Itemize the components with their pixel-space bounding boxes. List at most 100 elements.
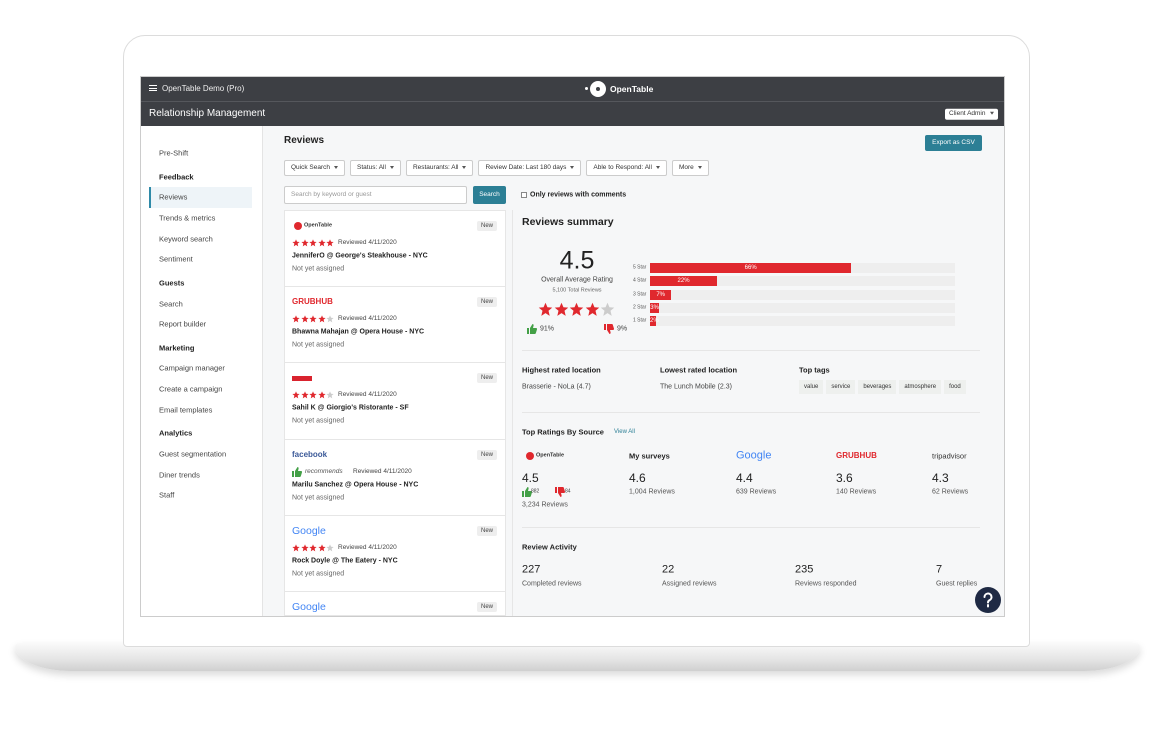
tag: food bbox=[944, 380, 966, 394]
menu-icon[interactable] bbox=[149, 85, 157, 91]
bar-label: 4 Star bbox=[633, 277, 647, 284]
sidebar-link[interactable]: Campaign manager bbox=[159, 363, 225, 373]
badge: New bbox=[477, 602, 498, 612]
review-status: Not yet assigned bbox=[292, 341, 345, 349]
source-logo: GRUBHUB bbox=[292, 297, 333, 307]
review-guest[interactable]: Bhawna Mahajan @ Opera House - NYC bbox=[292, 328, 425, 336]
card-divider bbox=[285, 591, 505, 592]
sidebar-link[interactable]: Create a campaign bbox=[159, 384, 223, 394]
sidebar-heading: Feedback bbox=[159, 171, 194, 181]
brand-logo-dot bbox=[596, 87, 600, 91]
review-date: Reviewed 4/11/2020 bbox=[338, 543, 397, 551]
filter-dropdown[interactable]: Able to Respond: All bbox=[586, 160, 667, 176]
star-filled bbox=[326, 239, 334, 247]
sidebar-heading: Marketing bbox=[159, 342, 195, 352]
filter-dropdown[interactable]: Status: All bbox=[350, 160, 401, 176]
activity-value: 235 bbox=[795, 563, 814, 576]
top-divider bbox=[141, 101, 1004, 102]
user-menu[interactable]: Client Admin bbox=[945, 108, 998, 120]
thumbs-up: 91% bbox=[540, 325, 555, 333]
star-empty bbox=[326, 544, 334, 552]
star-filled bbox=[300, 315, 309, 323]
review-guest[interactable]: Rock Doyle @ The Eatery - NYC bbox=[292, 557, 398, 565]
help-button[interactable] bbox=[975, 587, 1001, 613]
section-title: Relationship Management bbox=[149, 108, 266, 119]
bar: 66% bbox=[650, 263, 852, 273]
bar-label: 1 Star bbox=[633, 317, 647, 324]
source-logo: Google bbox=[292, 600, 326, 613]
menu-icon-mid bbox=[149, 87, 157, 89]
search-input[interactable]: Search by keyword or guest bbox=[284, 186, 467, 204]
bar-value-label: 2% bbox=[650, 318, 659, 325]
activity-title: Review Activity bbox=[522, 542, 577, 552]
filter-row: Quick Search Status: All Restaurants: All R… bbox=[284, 160, 709, 176]
source-logo: facebook bbox=[292, 449, 328, 459]
sidebar-link[interactable]: Sentiment bbox=[159, 254, 193, 264]
account-name[interactable]: OpenTable Demo (Pro) bbox=[162, 84, 245, 93]
filter-dropdown[interactable]: More bbox=[671, 160, 709, 176]
checkbox-label: Only reviews with comments bbox=[530, 191, 627, 199]
sidebar-link[interactable]: Report builder bbox=[159, 319, 207, 329]
sidebar-heading: Guests bbox=[159, 278, 185, 288]
bar-label: 3 Star bbox=[633, 291, 647, 298]
bar-value-label: 66% bbox=[744, 265, 757, 271]
logo-dot bbox=[294, 222, 302, 230]
brand-dot bbox=[585, 87, 588, 90]
sources-title: Top Ratings By Source bbox=[522, 427, 604, 437]
highest-title: Highest rated location bbox=[522, 365, 601, 375]
source-name: My surveys bbox=[629, 451, 670, 461]
card-divider bbox=[285, 438, 505, 440]
source-reviews: 140 Reviews bbox=[836, 488, 877, 496]
lowest-title: Lowest rated location bbox=[660, 365, 738, 375]
sidebar-link[interactable]: Diner trends bbox=[159, 469, 200, 479]
review-guest[interactable]: JenniferO @ George's Steakhouse - NYC bbox=[292, 252, 428, 260]
activity-value: 7 bbox=[936, 563, 943, 576]
bar-value-label: 22% bbox=[677, 278, 690, 285]
total-reviews: 5,100 Total Reviews bbox=[552, 287, 602, 294]
sidebar-link[interactable]: Email templates bbox=[159, 405, 213, 415]
sidebar-link[interactable]: Trends & metrics bbox=[159, 213, 216, 223]
checkbox[interactable] bbox=[521, 192, 527, 198]
review-guest[interactable]: Sahil K @ Giorgio's Ristorante - SF bbox=[292, 404, 409, 412]
source-logo bbox=[292, 376, 312, 382]
review-guest[interactable]: Marilu Sanchez @ Opera House - NYC bbox=[292, 481, 419, 489]
sidebar-link[interactable]: Staff bbox=[159, 490, 175, 500]
export-button[interactable]: Export as CSV bbox=[925, 135, 982, 151]
card-divider bbox=[285, 514, 505, 516]
thumbs-down-icon bbox=[604, 324, 614, 334]
source-down: 84 bbox=[565, 488, 571, 495]
star-filled bbox=[309, 315, 317, 323]
tag: value bbox=[799, 380, 824, 394]
review-date: Reviewed 4/11/2020 bbox=[338, 238, 397, 246]
sidebar-active bbox=[149, 187, 252, 209]
activity-label: Guest replies bbox=[936, 580, 978, 588]
bar: 7% bbox=[650, 289, 672, 300]
star-filled bbox=[300, 391, 309, 399]
filter-dropdown[interactable]: Review Date: Last 180 days bbox=[478, 160, 582, 176]
search-button[interactable]: Search bbox=[473, 186, 506, 204]
bar: 3% bbox=[650, 302, 660, 313]
page-title: Reviews bbox=[284, 135, 325, 146]
bar-value-label: 7% bbox=[656, 291, 665, 298]
star-filled bbox=[292, 391, 300, 399]
bar-track bbox=[650, 302, 955, 313]
source-up: 882 bbox=[531, 488, 540, 495]
source-reviews: 62 Reviews bbox=[932, 488, 969, 496]
section-divider bbox=[522, 412, 980, 413]
filter-dropdown[interactable]: Quick Search bbox=[284, 160, 346, 176]
source-logo: OpenTable bbox=[304, 222, 333, 229]
tag: beverages bbox=[858, 380, 897, 394]
sidebar-link[interactable]: Pre-Shift bbox=[159, 148, 189, 158]
sidebar-link[interactable]: Reviews bbox=[159, 192, 188, 202]
tags-title: Top tags bbox=[799, 365, 830, 375]
star-empty bbox=[326, 391, 334, 399]
view-all[interactable]: View All bbox=[614, 429, 635, 435]
filter-dropdown[interactable]: Restaurants: All bbox=[405, 160, 474, 176]
bar-label: 2 Star bbox=[633, 304, 647, 311]
sidebar-link[interactable]: Search bbox=[159, 298, 183, 308]
sidebar-link[interactable]: Keyword search bbox=[159, 233, 213, 243]
sidebar-link[interactable]: Guest segmentation bbox=[159, 449, 227, 459]
thumbs-up-icon bbox=[527, 324, 537, 334]
source-name: Google bbox=[736, 449, 772, 462]
